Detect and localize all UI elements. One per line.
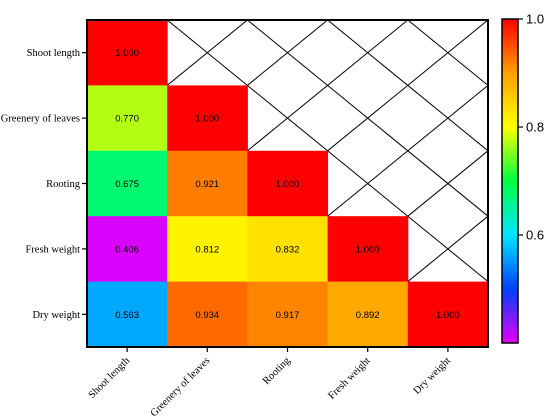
column-label: Fresh weight xyxy=(326,355,372,401)
heatmap-cell xyxy=(167,150,248,217)
cell-value-label: 0.892 xyxy=(356,310,380,321)
colorbar-gradient xyxy=(501,18,519,344)
heatmap-cell xyxy=(327,281,409,348)
cell-value-label: 0.921 xyxy=(195,179,219,190)
row-label: Dry weight xyxy=(32,310,80,321)
heatmap-cell xyxy=(407,281,489,348)
colorbar-tick-label: 0.6 xyxy=(526,228,544,243)
row-label: Greenery of leaves xyxy=(1,114,80,125)
heatmap-cell xyxy=(247,150,329,217)
heatmap-cell xyxy=(87,150,168,217)
heatmap-cell xyxy=(247,281,329,348)
heatmap-cell xyxy=(247,216,329,283)
heatmap-cells: 1.000 0.770 1.000 0.675 0.921 1.000 0.406 0.812… xyxy=(87,20,489,348)
column-label: Rooting xyxy=(261,355,293,387)
heatmap-cell xyxy=(167,281,248,348)
cell-value-label: 0.406 xyxy=(115,244,139,255)
cell-value-label: 0.832 xyxy=(276,244,300,255)
column-label: Dry weight xyxy=(412,355,453,396)
heatmap-cell xyxy=(87,85,168,152)
cell-value-label: 1.000 xyxy=(436,310,460,321)
cell-value-label: 0.812 xyxy=(195,244,219,255)
heatmap-cell xyxy=(327,216,409,283)
heatmap-cell xyxy=(87,216,168,283)
row-labels: Shoot length Greenery of leaves Rooting Fre… xyxy=(1,48,87,321)
row-label: Shoot length xyxy=(27,48,81,59)
cell-value-label: 0.917 xyxy=(276,310,300,321)
colorbar: 0.6 0.8 1.0 xyxy=(501,12,544,344)
cell-value-label: 1.000 xyxy=(356,244,380,255)
colorbar-tick-label: 0.8 xyxy=(526,120,544,135)
cell-value-label: 1.000 xyxy=(115,48,139,59)
cell-value-label: 0.563 xyxy=(115,310,139,321)
heatmap-cell xyxy=(167,216,248,283)
row-label: Rooting xyxy=(46,179,81,190)
cell-value-label: 0.934 xyxy=(195,310,219,321)
cell-value-label: 0.770 xyxy=(115,114,139,125)
column-label: Shoot length xyxy=(87,355,133,401)
cross-line xyxy=(407,20,488,87)
column-label: Greenery of leaves xyxy=(149,355,213,419)
row-label: Fresh weight xyxy=(25,244,80,255)
cell-value-label: 1.000 xyxy=(195,114,219,125)
cross-line xyxy=(327,20,488,152)
heatmap-cell xyxy=(87,281,168,348)
cell-value-label: 0.675 xyxy=(115,179,139,190)
cross-line xyxy=(87,20,248,152)
cross-line xyxy=(166,20,488,283)
cross-line xyxy=(247,20,488,217)
heatmap-cell xyxy=(167,85,248,152)
column-labels: Shoot length Greenery of leaves Rooting Fre… xyxy=(87,347,453,419)
heatmap-cell xyxy=(87,20,168,86)
colorbar-tick-label: 1.0 xyxy=(526,12,544,27)
cell-value-label: 1.000 xyxy=(276,179,300,190)
